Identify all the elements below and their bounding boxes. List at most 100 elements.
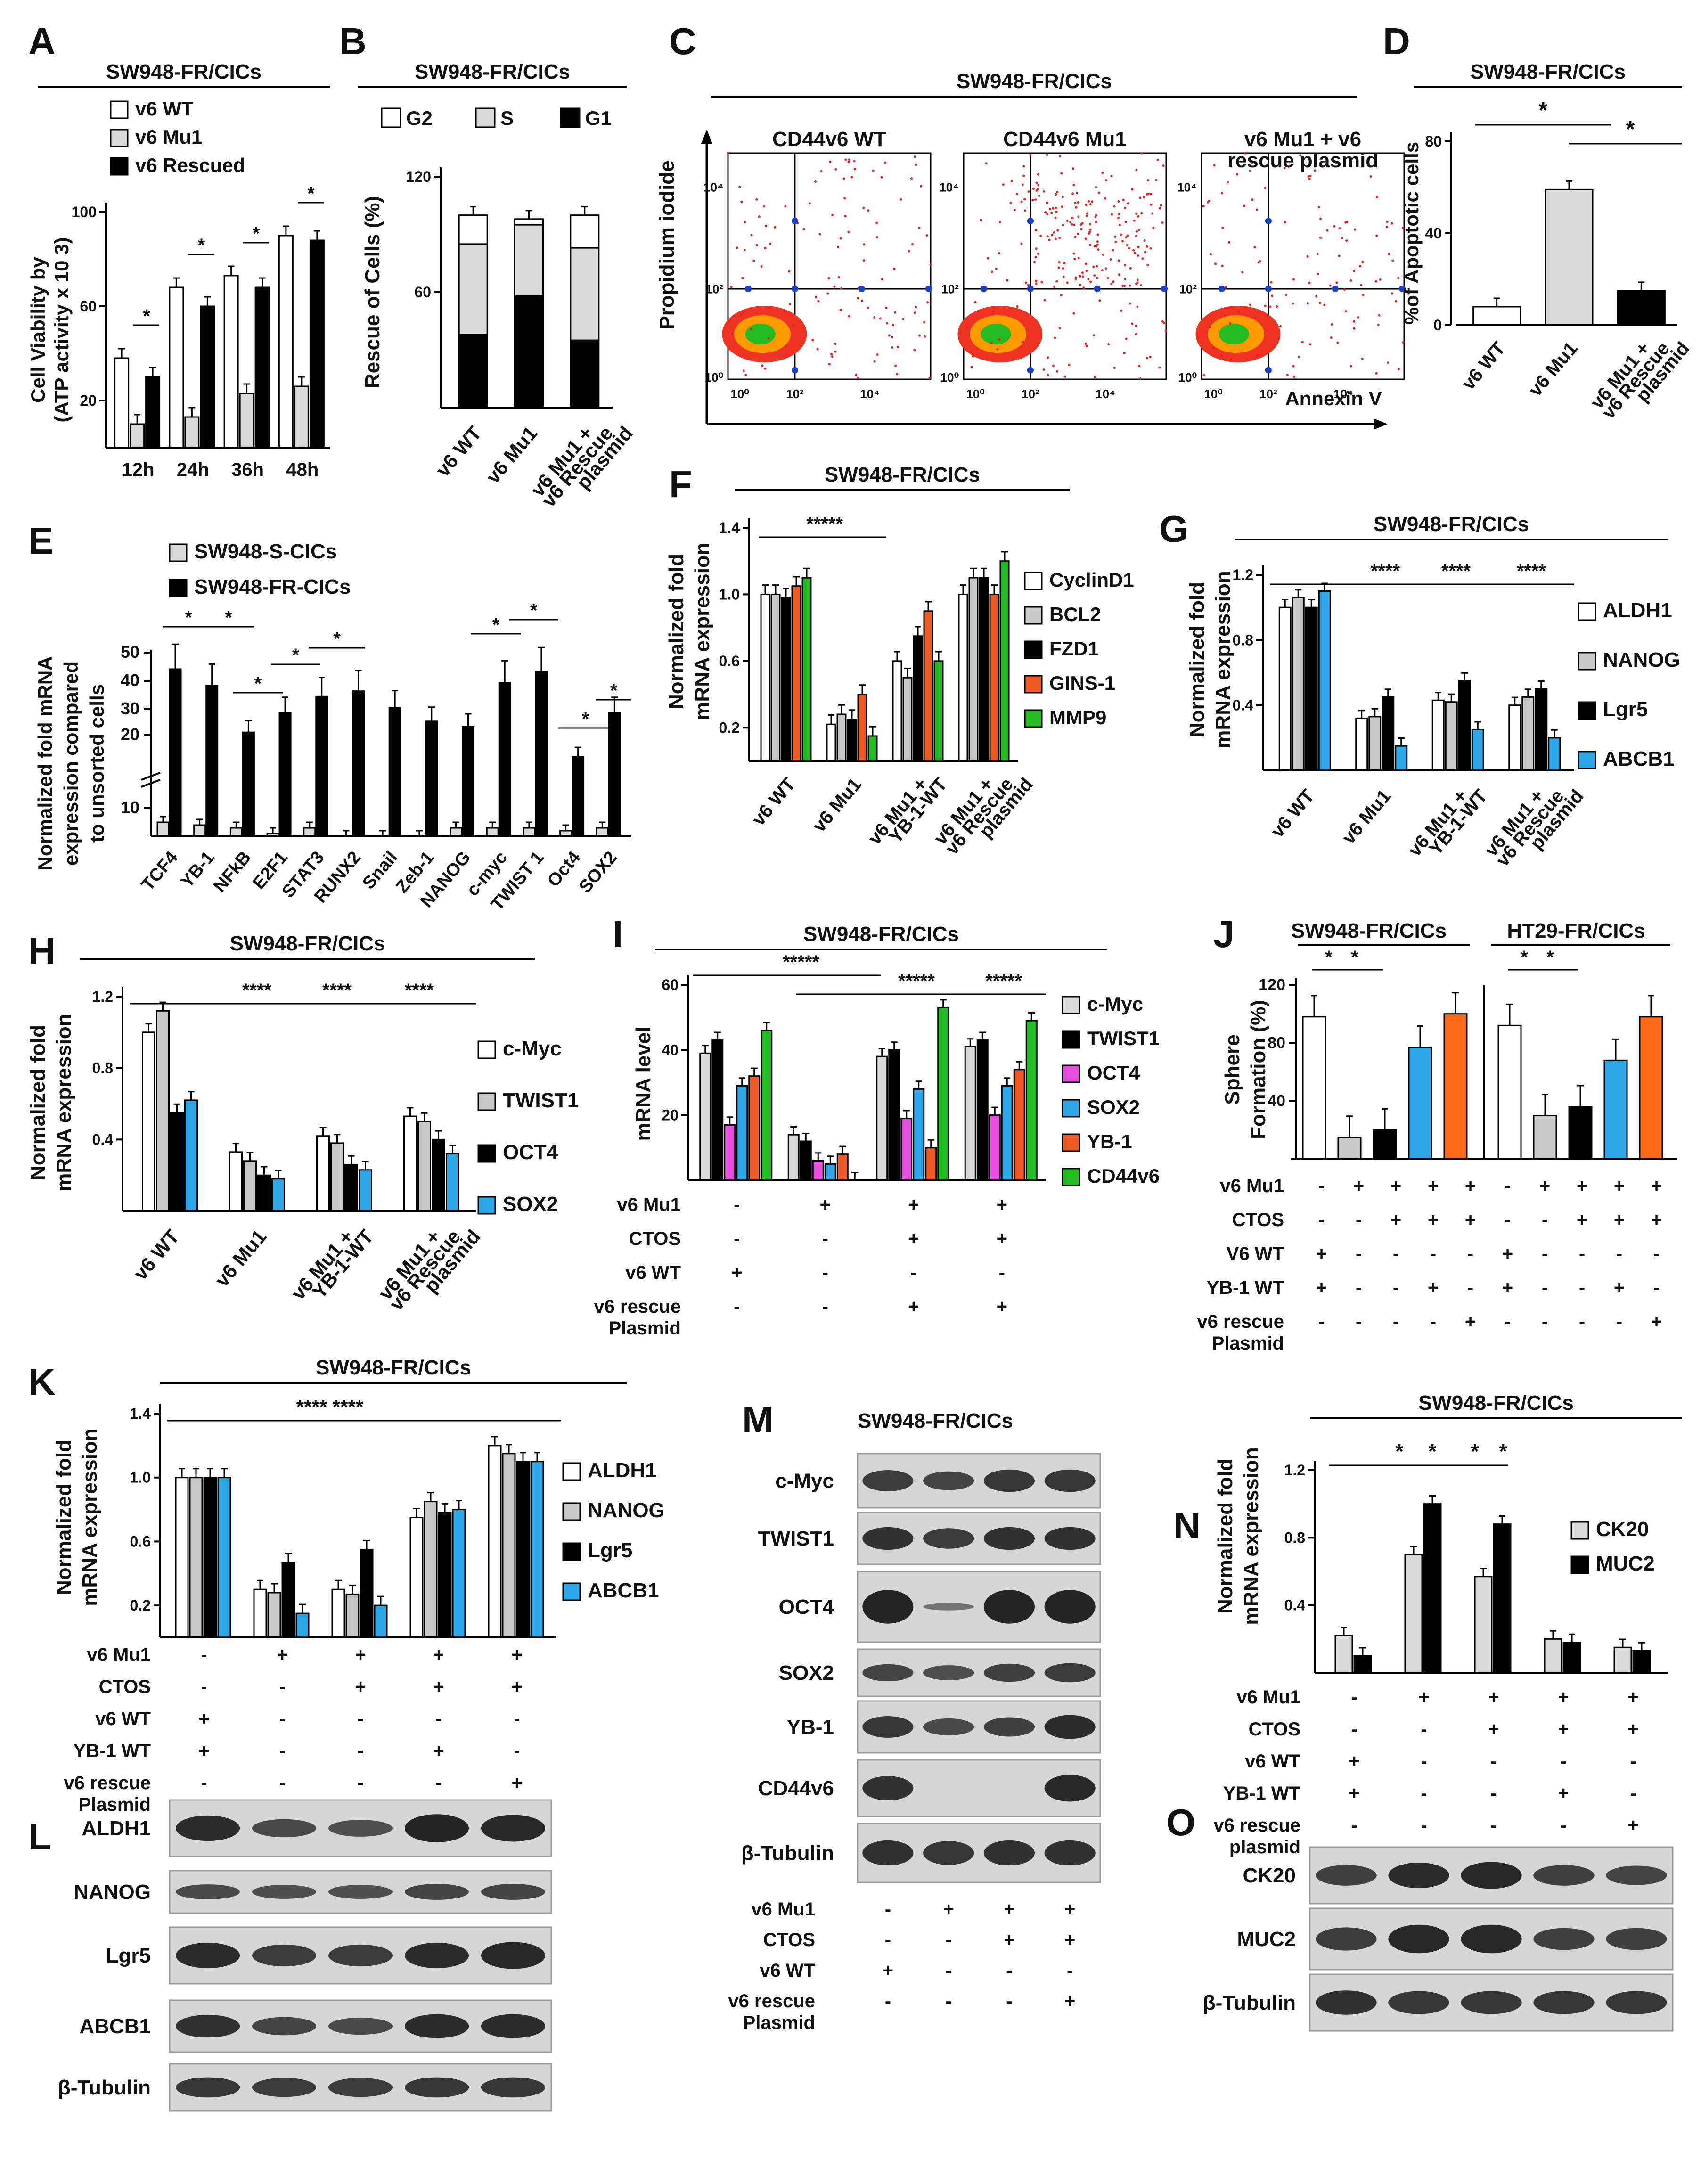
panel-letter-m: M	[742, 1399, 774, 1440]
condition-sign: -	[1505, 1210, 1511, 1230]
event-dot	[1146, 263, 1149, 266]
condition-sign: +	[1316, 1277, 1327, 1298]
event-dot	[1137, 215, 1140, 218]
axis-break	[141, 772, 161, 781]
y-axis-label: mRNA expression	[691, 542, 714, 720]
event-dot	[1213, 164, 1216, 167]
condition-sign: +	[1558, 1687, 1569, 1708]
event-dot	[1040, 281, 1043, 284]
blot-band	[1461, 1862, 1522, 1889]
blot-band	[923, 1665, 974, 1680]
y-axis-label: mRNA expression	[1240, 1447, 1263, 1625]
event-dot	[752, 259, 755, 262]
y-tick-label: 1.4	[130, 1405, 151, 1422]
bar-ck20	[1474, 1576, 1493, 1674]
event-dot	[987, 257, 990, 260]
event-dot	[1333, 225, 1336, 228]
category-label: v6 Mu1	[1338, 786, 1395, 848]
sig-star: *	[610, 680, 618, 701]
y-tick-label: 1.2	[1284, 1462, 1305, 1479]
event-dot	[1336, 341, 1339, 344]
event-dot	[828, 363, 831, 366]
event-dot	[1298, 356, 1300, 359]
legend-label-ck20: CK20	[1596, 1518, 1649, 1541]
event-dot	[925, 234, 928, 237]
event-dot	[1110, 175, 1113, 178]
sig-star: *****	[985, 971, 1022, 991]
bar-sw948-s-cics	[486, 827, 499, 837]
event-dot	[1253, 246, 1256, 249]
condition-sign: -	[357, 1709, 363, 1729]
bar-nanog	[1292, 597, 1305, 771]
event-dot	[785, 344, 787, 347]
bar-sphere	[1302, 1016, 1326, 1160]
event-dot	[928, 376, 931, 379]
event-dot	[1251, 198, 1254, 201]
panel-letter-i: I	[613, 913, 623, 955]
event-dot	[998, 252, 1000, 254]
bar-sox2	[359, 1169, 372, 1212]
bar-ck20	[1404, 1554, 1423, 1674]
event-dot	[1118, 273, 1120, 276]
legend-label-sw948-fr-cics: SW948-FR-CICs	[194, 575, 351, 598]
legend-swatch-sw948-fr-cics	[169, 579, 188, 597]
condition-sign: +	[1627, 1719, 1638, 1740]
event-dot	[873, 316, 876, 319]
condition-label: v6 WT	[95, 1709, 151, 1729]
condition-sign: -	[822, 1296, 828, 1317]
blot-band	[175, 2077, 240, 2098]
event-dot	[1158, 366, 1161, 369]
gate-marker	[1265, 367, 1272, 374]
event-dot	[1125, 236, 1128, 239]
event-dot	[1120, 309, 1123, 312]
event-dot	[1019, 346, 1022, 348]
blot-band	[481, 1815, 546, 1842]
event-dot	[1385, 226, 1388, 229]
event-dot	[1089, 203, 1092, 205]
flow-plot-2: CD44v6 Mu1 10⁴ 10² 10⁰ 10⁰ 10² 10⁴	[939, 128, 1168, 401]
event-dot	[1124, 278, 1126, 280]
condition-sign: -	[1430, 1311, 1436, 1332]
legend-swatch-muc2	[1570, 1555, 1589, 1574]
panel-letter-j: J	[1213, 913, 1235, 955]
category-label: SOX2	[575, 848, 621, 897]
event-dot	[1164, 330, 1167, 333]
y-tick-label: 40	[662, 1041, 679, 1058]
event-dot	[1361, 261, 1364, 263]
sig-star: *	[1471, 1440, 1479, 1463]
legend-swatch-bcl2	[1024, 606, 1043, 625]
event-dot	[840, 287, 842, 290]
condition-sign: -	[1356, 1243, 1362, 1264]
legend-label-nanog: NANOG	[1603, 648, 1680, 671]
condition-sign: -	[1579, 1277, 1585, 1298]
blot-abcb1: ABCB1	[79, 1999, 552, 2053]
condition-label: Plasmid	[1212, 1333, 1284, 1354]
condition-label: v6 Mu1	[1220, 1176, 1284, 1196]
condition-sign: -	[1393, 1277, 1399, 1298]
bar-nanog	[1521, 696, 1535, 771]
event-dot	[1034, 198, 1037, 201]
event-dot	[817, 300, 820, 303]
condition-sign: -	[945, 1991, 951, 2012]
event-dot	[847, 161, 850, 164]
condition-sign: -	[734, 1228, 740, 1249]
event-dot	[1255, 208, 1258, 211]
condition-label: YB-1 WT	[1223, 1783, 1300, 1804]
event-dot	[1375, 196, 1378, 198]
bar-sw948-s-cics	[303, 827, 316, 837]
event-dot	[1096, 240, 1099, 243]
bar-s	[570, 247, 600, 341]
event-dot	[1097, 248, 1100, 251]
event-dot	[1379, 278, 1382, 281]
bar-mmp9	[867, 735, 878, 762]
bar-sphere	[1337, 1137, 1362, 1160]
blot-row-label: SOX2	[779, 1661, 834, 1685]
condition-sign: -	[734, 1296, 740, 1317]
event-dot	[990, 270, 993, 273]
event-dot	[1123, 206, 1126, 209]
y-tick-label: 60	[662, 976, 679, 993]
blot-band	[252, 2078, 317, 2097]
blot-band	[862, 1840, 914, 1866]
bar-lgr5	[1458, 680, 1471, 771]
event-dot	[1073, 223, 1076, 226]
